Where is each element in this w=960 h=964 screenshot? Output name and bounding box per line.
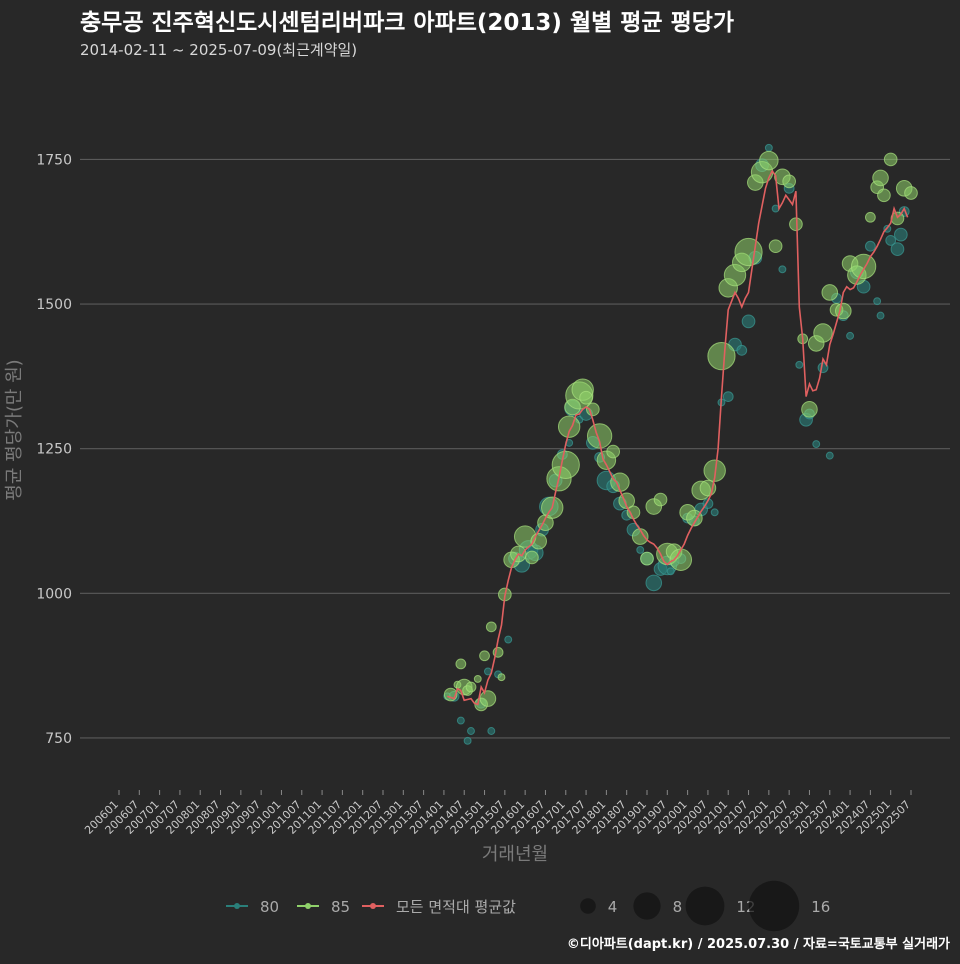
point-80-2021-05 xyxy=(736,344,748,356)
point-85-2014-06 xyxy=(455,658,467,670)
legend-size-label-8: 8 xyxy=(673,898,683,916)
legend-dot-avg xyxy=(370,903,376,909)
point-85-2023-01 xyxy=(801,401,818,418)
chart-subtitle: 2014-02-11 ~ 2025-07-09(최근계약일) xyxy=(80,41,357,59)
point-85-2015-01 xyxy=(479,650,490,662)
average-line-group xyxy=(447,169,909,706)
legend-size-label-16: 16 xyxy=(811,898,830,916)
point-85-2024-07 xyxy=(864,211,876,223)
footer-credit: ©디아파트(dapt.kr) / 2025.07.30 / 자료=국토교통부 실… xyxy=(567,936,950,952)
point-80-2025-01 xyxy=(885,235,897,246)
legend-size-label-4: 4 xyxy=(608,898,618,916)
legend-label-85: 85 xyxy=(331,898,350,916)
point-80-2019-03 xyxy=(645,574,663,592)
point-80-2024-09 xyxy=(873,297,882,306)
point-85-2017-07 xyxy=(579,390,593,405)
point-80-2024-07 xyxy=(864,240,876,252)
y-tick-label-1250: 1250 xyxy=(36,442,72,458)
point-85-2025-01 xyxy=(883,152,898,167)
average-line xyxy=(447,169,909,706)
point-85-2023-07 xyxy=(821,284,839,301)
point-85-2023-05 xyxy=(813,323,833,343)
point-85-2021-07 xyxy=(734,237,763,267)
point-80-2015-08 xyxy=(504,635,513,644)
point-85-2022-03 xyxy=(768,239,783,254)
point-80-2024-01 xyxy=(846,331,855,340)
point-85-2016-03 xyxy=(525,550,539,565)
y-tick-label-1000: 1000 xyxy=(36,586,72,602)
legend-label-avg: 모든 면적대 평균값 xyxy=(396,898,516,916)
point-80-2014-08 xyxy=(463,736,472,745)
legend-label-80: 80 xyxy=(260,898,279,916)
point-80-2015-03 xyxy=(487,727,496,735)
point-80-2022-10 xyxy=(795,360,804,369)
point-85-2017-01 xyxy=(551,450,580,479)
legend-size-circle-4 xyxy=(580,898,596,914)
point-85-2025-07 xyxy=(904,186,918,200)
point-85-2014-09 xyxy=(465,681,477,693)
point-85-2019-01 xyxy=(640,551,654,566)
point-85-2017-11 xyxy=(586,423,613,449)
chart-title: 충무공 진주혁신도시센텀리버파크 아파트(2013) 월별 평균 평당가 xyxy=(80,10,734,36)
point-80-2021-01 xyxy=(722,391,734,403)
point-80-2025-04 xyxy=(893,227,908,242)
y-axis-ticks: 750 1000 1250 1500 1750 xyxy=(36,152,72,747)
point-85-2019-05 xyxy=(653,492,668,507)
y-tick-label-1500: 1500 xyxy=(36,297,72,313)
point-85-2020-11 xyxy=(707,342,736,371)
point-80-2025-03 xyxy=(890,242,905,256)
point-85-2014-11 xyxy=(473,674,482,683)
point-85-2015-03 xyxy=(485,621,497,633)
point-85-2015-02 xyxy=(479,690,497,707)
point-80-2024-10 xyxy=(876,311,885,320)
point-80-2018-11 xyxy=(636,545,645,554)
point-80-2021-07 xyxy=(741,314,756,329)
point-85-2024-11 xyxy=(877,188,891,203)
point-80-2019-08 xyxy=(666,567,675,576)
point-85-2024-10 xyxy=(872,169,889,187)
point-80-2023-07 xyxy=(825,451,834,460)
legend-size-circle-8 xyxy=(633,892,661,920)
point-80-2022-01 xyxy=(764,143,773,152)
point-85-2022-01 xyxy=(759,150,779,171)
point-85-2017-09 xyxy=(585,402,600,417)
legend-dot-80 xyxy=(234,903,240,909)
point-85-2020-03 xyxy=(686,509,703,527)
y-axis-label: 평균 평당가(만 원) xyxy=(4,359,25,500)
x-axis-label: 거래년월 xyxy=(482,844,548,865)
point-85-2022-07 xyxy=(782,174,797,189)
grid-lines xyxy=(80,158,950,739)
point-85-2018-09 xyxy=(626,505,641,520)
point-85-2024-05 xyxy=(850,253,877,280)
point-80-2023-03 xyxy=(812,440,821,448)
legend-size-circle-12 xyxy=(685,886,725,926)
point-80-2014-09 xyxy=(467,727,475,735)
legend: 80 85 모든 면적대 평균값 4 8 12 16 xyxy=(226,880,830,932)
point-85-2018-03 xyxy=(606,444,621,459)
y-tick-label-1750: 1750 xyxy=(36,152,72,168)
point-80-2020-09 xyxy=(710,508,719,517)
point-85-2022-09 xyxy=(789,217,803,232)
legend-dot-85 xyxy=(305,903,311,909)
point-80-2022-05 xyxy=(778,265,787,274)
point-85-2015-06 xyxy=(497,673,506,682)
y-tick-label-750: 750 xyxy=(45,731,72,747)
legend-size-circle-16 xyxy=(748,880,800,932)
point-80-2014-06 xyxy=(456,716,465,725)
